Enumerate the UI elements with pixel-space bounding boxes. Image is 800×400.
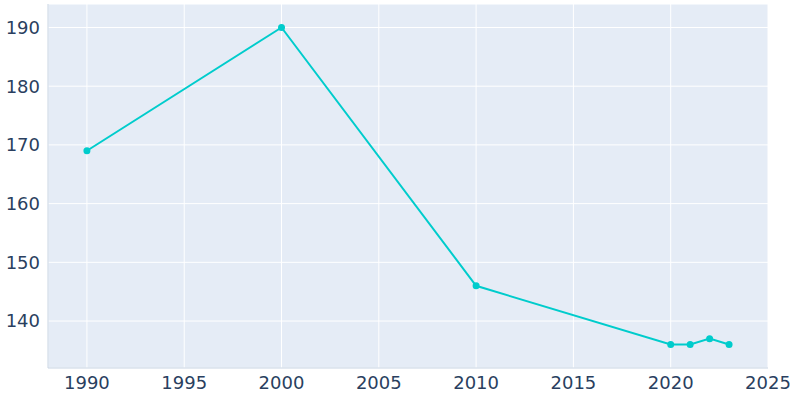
svg-text:190: 190 [8,17,40,38]
svg-text:1995: 1995 [161,372,207,393]
svg-text:2020: 2020 [648,372,694,393]
svg-text:2000: 2000 [259,372,305,393]
svg-text:2010: 2010 [453,372,499,393]
svg-text:140: 140 [8,310,40,331]
svg-text:180: 180 [8,76,40,97]
svg-text:2005: 2005 [356,372,402,393]
svg-text:170: 170 [8,134,40,155]
svg-text:150: 150 [8,252,40,273]
svg-text:2025: 2025 [745,372,791,393]
svg-text:160: 160 [8,193,40,214]
svg-text:1990: 1990 [64,372,110,393]
svg-text:2015: 2015 [550,372,596,393]
